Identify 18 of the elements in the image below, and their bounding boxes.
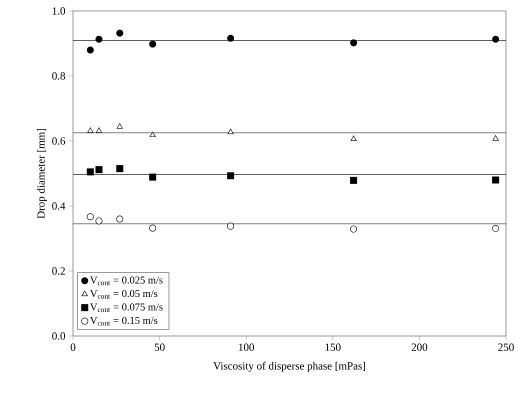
y-tick-label: 0.0 [52,332,66,340]
legend-label: V$_{cont}$ = 0.025 m/s [90,276,163,286]
y-tick-label: 0.6 [52,137,66,145]
y-tick-label: 1.0 [52,7,66,15]
x-axis-title: Viscosity of disperse phase [mPas] [213,362,366,372]
x-tick-label: 150 [326,344,341,351]
y-axis-title: Drop diameter [mm] [37,128,47,219]
legend-label: V$_{cont}$ = 0.05 m/s [90,290,158,299]
x-tick-label: 250 [498,344,514,351]
y-tick-label: 0.8 [52,72,66,80]
y-tick-label: 0.4 [52,202,66,210]
x-tick-label: 0 [70,344,76,351]
legend-label: V$_{cont}$ = 0.075 m/s [90,303,163,312]
y-tick-label: 0.2 [52,267,65,275]
x-tick-label: 50 [154,344,165,351]
legend-label: V$_{cont}$ = 0.15 m/s [90,316,158,326]
x-tick-label: 200 [412,344,428,351]
x-tick-label: 100 [238,344,254,351]
